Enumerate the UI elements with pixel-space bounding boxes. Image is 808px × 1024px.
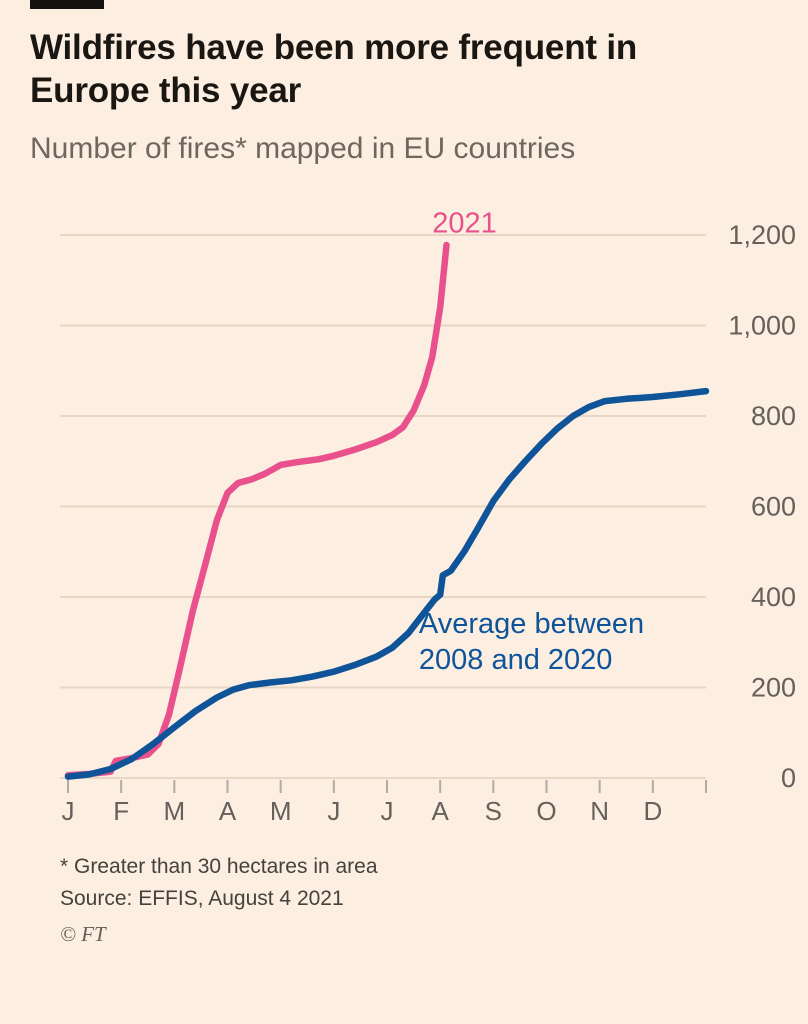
ft-top-rule: [30, 0, 104, 9]
x-axis-label: M: [270, 796, 292, 825]
y-axis-label: 200: [751, 672, 796, 702]
series-label-average: Average between: [419, 608, 644, 640]
x-axis-label: N: [590, 796, 609, 825]
y-axis-label: 600: [751, 491, 796, 521]
x-axis-label: S: [485, 796, 502, 825]
x-axis-label: J: [62, 796, 75, 825]
x-axis-label: A: [219, 796, 237, 825]
y-axis-label: 400: [751, 582, 796, 612]
x-axis-label: J: [381, 796, 394, 825]
series-label-2021: 2021: [432, 208, 497, 240]
source: Source: EFFIS, August 4 2021: [60, 887, 344, 911]
chart-subtitle: Number of fires* mapped in EU countries: [30, 131, 576, 165]
series-line-average: [64, 387, 710, 780]
line-chart: J F M A M J J A S O N D 0 200 400 600 800 1,000 1,200 2021 A…: [30, 203, 796, 825]
x-axis-label: J: [327, 796, 340, 825]
copyright: © FT: [60, 921, 106, 946]
x-axis-label: F: [113, 796, 129, 825]
y-axis-label: 800: [751, 401, 796, 431]
series-label-average: 2008 and 2020: [419, 644, 613, 676]
chart-title: Wildfires have been more frequent in Eur…: [30, 28, 638, 111]
y-axis-label: 0: [781, 763, 796, 793]
y-axis-label: 1,000: [728, 310, 796, 340]
x-axis-label: A: [431, 796, 449, 825]
x-axis-label: D: [643, 796, 662, 825]
chart-canvas: J F M A M J J A S O N D 0 200 400 600 800 1,000 1,200 2021 A…: [60, 208, 796, 825]
x-axis-label: O: [536, 796, 556, 825]
y-axis-label: 1,200: [728, 220, 796, 250]
x-axis-label: M: [163, 796, 185, 825]
series-line-2021: [64, 241, 450, 779]
footnote: * Greater than 30 hectares in area: [60, 854, 378, 878]
chart-footer: * Greater than 30 hectares in area Sourc…: [30, 851, 778, 947]
